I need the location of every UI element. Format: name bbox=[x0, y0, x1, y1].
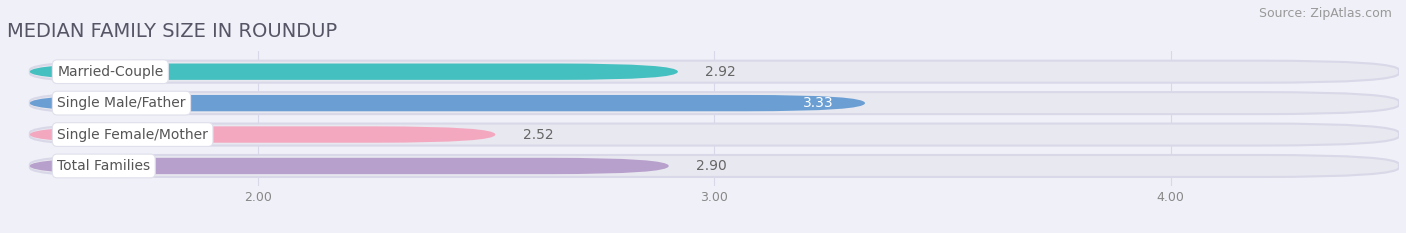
FancyBboxPatch shape bbox=[30, 61, 1399, 83]
FancyBboxPatch shape bbox=[30, 126, 495, 143]
FancyBboxPatch shape bbox=[30, 155, 1399, 177]
FancyBboxPatch shape bbox=[30, 92, 1399, 114]
Text: 3.33: 3.33 bbox=[803, 96, 834, 110]
Text: Single Male/Father: Single Male/Father bbox=[58, 96, 186, 110]
Text: 2.52: 2.52 bbox=[523, 127, 554, 141]
Text: Married-Couple: Married-Couple bbox=[58, 65, 163, 79]
Text: 2.92: 2.92 bbox=[706, 65, 735, 79]
FancyBboxPatch shape bbox=[30, 158, 669, 174]
FancyBboxPatch shape bbox=[30, 123, 1399, 146]
FancyBboxPatch shape bbox=[30, 64, 678, 80]
Text: MEDIAN FAMILY SIZE IN ROUNDUP: MEDIAN FAMILY SIZE IN ROUNDUP bbox=[7, 22, 337, 41]
Text: Source: ZipAtlas.com: Source: ZipAtlas.com bbox=[1258, 7, 1392, 20]
FancyBboxPatch shape bbox=[30, 95, 865, 111]
Text: Single Female/Mother: Single Female/Mother bbox=[58, 127, 208, 141]
Text: Total Families: Total Families bbox=[58, 159, 150, 173]
Text: 2.90: 2.90 bbox=[696, 159, 727, 173]
